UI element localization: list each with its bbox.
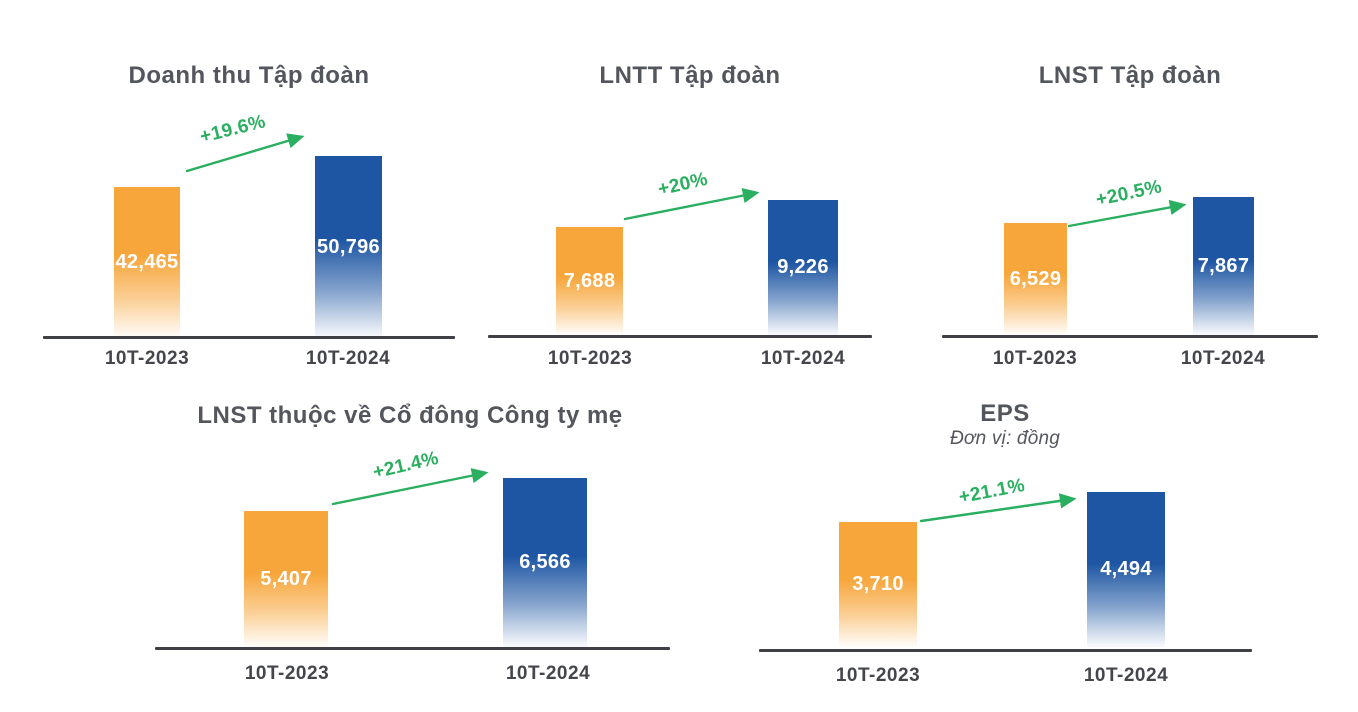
x-tick-label: 10T-2023 [992,348,1078,369]
bar-value-label: 3,710 [852,573,904,595]
chart-title: LNST thuộc về Cổ đông Công ty mẹ [197,402,623,429]
chart-lntt-tap-doan: LNTT Tập đoàn 7,688 9,226 +20% 10T-2023 … [488,55,890,385]
chart-title: LNTT Tập đoàn [599,62,781,89]
growth-percent-label: +21.1% [957,474,1027,509]
chart-eps: EPS Đơn vị: đồng 3,710 4,494 +21.1% 10T-… [755,395,1255,695]
bar-value-label: 5,407 [260,567,312,590]
x-axis-line [942,335,1318,338]
chart-lnst-co-dong-cong-ty-me: LNST thuộc về Cổ đông Công ty mẹ 5,407 6… [150,395,670,695]
growth-percent-label: +20% [655,168,710,201]
growth-percent-label: +19.6% [197,111,268,148]
x-tick-label: 10T-2023 [835,665,921,686]
x-tick-label: 10T-2023 [547,348,633,369]
bar-value-label: 4,494 [1100,558,1152,580]
x-axis-line [488,335,872,338]
bar-value-label: 42,465 [115,251,179,273]
x-axis-line [155,647,670,650]
bar-10t-2023: 7,688 [556,227,623,335]
chart-unit-subtitle: Đơn vị: đồng [950,428,1060,449]
growth-percent-label: +21.4% [370,447,441,484]
chart-lnst-tap-doan: LNST Tập đoàn 6,529 7,867 +20.5% 10T-202… [930,55,1330,385]
bar-value-label: 7,688 [563,269,616,292]
chart-title: EPS [980,400,1030,427]
x-tick-label: 10T-2024 [1180,348,1266,369]
x-tick-label: 10T-2024 [305,348,391,369]
bar-10t-2024: 4,494 [1087,492,1165,647]
bar-10t-2023: 6,529 [1004,223,1067,335]
x-tick-label: 10T-2023 [244,663,330,684]
x-axis-line [43,336,455,339]
x-axis-line [759,649,1252,652]
x-tick-label: 10T-2024 [505,663,591,684]
bar-value-label: 7,867 [1197,254,1250,277]
bar-value-label: 9,226 [777,256,829,278]
bar-10t-2023: 3,710 [839,522,917,647]
growth-percent-label: +20.5% [1094,176,1164,211]
bar-10t-2023: 5,407 [244,511,328,647]
bar-value-label: 6,566 [519,551,571,573]
bar-10t-2024: 7,867 [1193,197,1254,335]
x-tick-label: 10T-2024 [1083,665,1169,686]
bar-10t-2023: 42,465 [114,187,180,338]
x-tick-label: 10T-2023 [104,348,190,369]
chart-doanh-thu-tap-doan: Doanh thu Tập đoàn 42,465 50,796 +19.6% … [40,55,458,385]
growth-arrow-icon [331,468,489,506]
bar-10t-2024: 50,796 [315,156,382,338]
bar-10t-2024: 6,566 [503,478,587,647]
x-tick-label: 10T-2024 [760,348,846,369]
chart-title: LNST Tập đoàn [1038,62,1222,89]
bar-value-label: 50,796 [317,235,380,258]
bar-value-label: 6,529 [1009,267,1062,290]
chart-title: Doanh thu Tập đoàn [128,62,370,89]
bar-10t-2024: 9,226 [768,200,838,335]
